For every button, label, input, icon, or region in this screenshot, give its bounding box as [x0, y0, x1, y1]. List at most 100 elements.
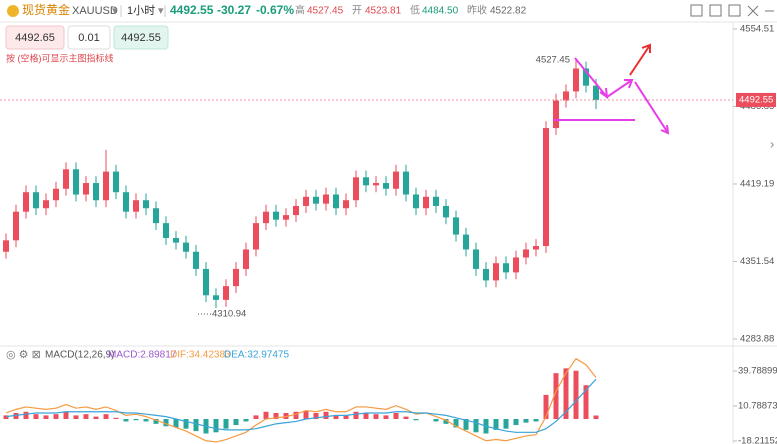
hint: 按 (空格)可显示主图指标线 [6, 52, 114, 63]
period[interactable]: 1小时 [127, 4, 155, 17]
expand-button[interactable]: › [770, 136, 774, 151]
macd-bar [33, 414, 39, 420]
macd-value: MACD:2.89817 [108, 350, 177, 361]
price: 4492.55 [170, 3, 214, 17]
arrow-head [624, 79, 634, 89]
candle-body [503, 263, 509, 273]
macd-bar [513, 419, 519, 426]
macd-bar [183, 419, 189, 429]
macd-bar [463, 419, 469, 430]
macd-bar [473, 419, 479, 433]
macd-bar [163, 419, 169, 427]
macd-bar [63, 411, 69, 420]
open-value: 4523.81 [365, 6, 402, 17]
candle-body [403, 171, 409, 195]
candle-body [303, 196, 309, 206]
macd-bar [173, 419, 179, 428]
macd-bar [3, 415, 9, 420]
candle-body [473, 249, 479, 269]
lot-input[interactable] [67, 25, 111, 50]
candle-body [93, 183, 99, 201]
prev-label: 昨收 [467, 4, 487, 17]
symbol-code[interactable]: XAUUSD [72, 5, 118, 17]
candle-body [553, 100, 559, 129]
macd-bar [93, 416, 99, 420]
tool-button[interactable] [690, 4, 703, 17]
candle-body [513, 257, 519, 273]
macd-bar [313, 412, 319, 420]
candle-body [283, 215, 289, 220]
candle-body [563, 91, 569, 101]
candle-body [543, 128, 549, 247]
header-bar [0, 0, 777, 22]
macd-bar [573, 370, 579, 420]
drawings [553, 43, 670, 135]
macd-bar [213, 419, 219, 433]
candle-body [533, 246, 539, 250]
macd-bar [363, 412, 369, 420]
macd-bar [413, 419, 419, 421]
macd-bar [333, 415, 339, 420]
candle-body [173, 238, 179, 243]
candle-body [523, 249, 529, 258]
low-annotation: 4310.94 [212, 308, 246, 319]
candle-body [143, 200, 149, 209]
change-pct: -0.67% [256, 3, 294, 17]
dropdown[interactable]: ▾ [158, 5, 164, 17]
candle-body [593, 85, 599, 100]
macd-bar [373, 414, 379, 420]
macd-bar [353, 411, 359, 420]
tool-button[interactable] [709, 4, 722, 17]
candle-body [53, 188, 59, 201]
lot[interactable]: 0.01 [78, 32, 99, 44]
drawn-line[interactable] [634, 81, 669, 134]
macd-bar [543, 394, 549, 420]
candle-body [153, 208, 159, 224]
low-value: 4484.50 [422, 6, 459, 17]
candle-body [453, 217, 459, 235]
candle-body [13, 211, 19, 241]
icons[interactable]: ◎ ⚙ ⊠ [6, 349, 41, 361]
candle-body [163, 223, 169, 239]
macd-bar [343, 415, 349, 420]
sell-price[interactable]: 4492.65 [15, 32, 55, 44]
y-tick-label: 4419.19 [740, 178, 774, 189]
tool-button[interactable] [728, 4, 741, 17]
drawn-line[interactable] [629, 44, 651, 76]
candle-body [343, 200, 349, 209]
candle-body [483, 268, 489, 281]
macd-bar [293, 411, 299, 420]
buy-price[interactable]: 4492.55 [121, 32, 161, 44]
candle-body [223, 286, 229, 300]
candle-body [183, 242, 189, 252]
dif-value: DIF:34.42383 [170, 350, 231, 361]
tool-button[interactable] [747, 5, 759, 17]
candle-body [73, 169, 79, 195]
candle-body [493, 263, 499, 281]
candle-body [443, 205, 449, 218]
candle-body [293, 205, 299, 216]
candle-body [583, 68, 589, 86]
macd-bar [53, 414, 59, 420]
buy-box[interactable] [113, 25, 169, 50]
macd-bar [223, 419, 229, 429]
candle-body [83, 183, 89, 195]
candle-body [123, 192, 129, 212]
high-value: 4527.45 [307, 6, 344, 17]
macd-bar [403, 416, 409, 420]
macd-bar [73, 415, 79, 420]
change: -30.27 [217, 3, 251, 17]
candle-body [213, 295, 219, 300]
candle-body [243, 249, 249, 269]
candle-body [323, 194, 329, 204]
candle-body [433, 196, 439, 206]
y-tick-label: 10.78873 [738, 401, 777, 412]
candle-body [413, 194, 419, 209]
macd-bar [243, 419, 249, 422]
symbol-name[interactable]: 现货黄金 [22, 2, 70, 17]
dropdown[interactable]: ▾ [112, 5, 118, 17]
candle-body [263, 211, 269, 224]
sell-box[interactable] [5, 25, 65, 50]
